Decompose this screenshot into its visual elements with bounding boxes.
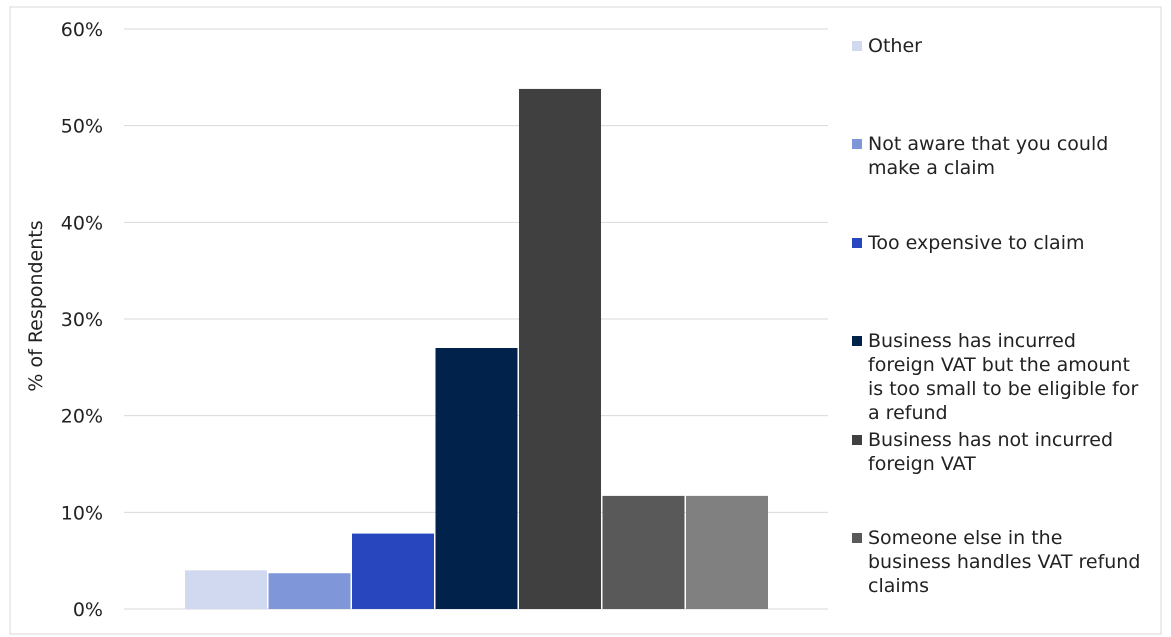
legend-label: Business has not incurred foreign VAT	[868, 429, 1113, 475]
bar	[352, 533, 434, 609]
bar	[686, 495, 768, 609]
legend-item: Someone else in the business handles VAT …	[852, 527, 1140, 597]
bar	[602, 495, 685, 609]
bar	[185, 570, 267, 609]
legend: Other Not aware that you could make a clai…	[852, 35, 1140, 597]
legend-item: Other	[852, 35, 922, 57]
legend-label: Someone else in the business handles VAT …	[868, 527, 1140, 597]
bars	[185, 88, 768, 609]
y-tick-label: 30%	[61, 309, 103, 331]
legend-item: Not aware that you could make a claim	[852, 133, 1108, 179]
legend-swatch	[852, 238, 862, 248]
legend-swatch	[852, 336, 862, 346]
y-tick-label: 40%	[61, 212, 103, 234]
legend-label: Not aware that you could make a claim	[868, 133, 1108, 179]
y-tick-label: 20%	[61, 406, 103, 428]
y-axis-label: % of Respondents	[25, 220, 47, 391]
legend-swatch	[852, 533, 862, 543]
legend-item: Too expensive to claim	[852, 232, 1084, 254]
y-tick-label: 10%	[61, 502, 103, 524]
y-tick-label: 60%	[61, 19, 103, 41]
legend-label: Other	[868, 35, 922, 57]
legend-item: Business has not incurred foreign VAT	[852, 429, 1113, 475]
legend-label: Too expensive to claim	[867, 232, 1084, 254]
legend-label: Business has incurred foreign VAT but the…	[868, 330, 1138, 424]
legend-item: Business has incurred foreign VAT but the…	[852, 330, 1138, 424]
legend-swatch	[852, 435, 862, 445]
bar	[435, 348, 518, 609]
chart-border	[9, 6, 1162, 635]
bar	[519, 88, 601, 609]
y-tick-label: 0%	[73, 599, 103, 621]
bar	[268, 573, 351, 609]
y-tick-label: 50%	[61, 116, 103, 138]
y-axis-ticks: 0% 10% 20% 30% 40% 50% 60%	[61, 19, 103, 621]
legend-swatch	[852, 139, 862, 149]
legend-swatch	[852, 41, 862, 51]
